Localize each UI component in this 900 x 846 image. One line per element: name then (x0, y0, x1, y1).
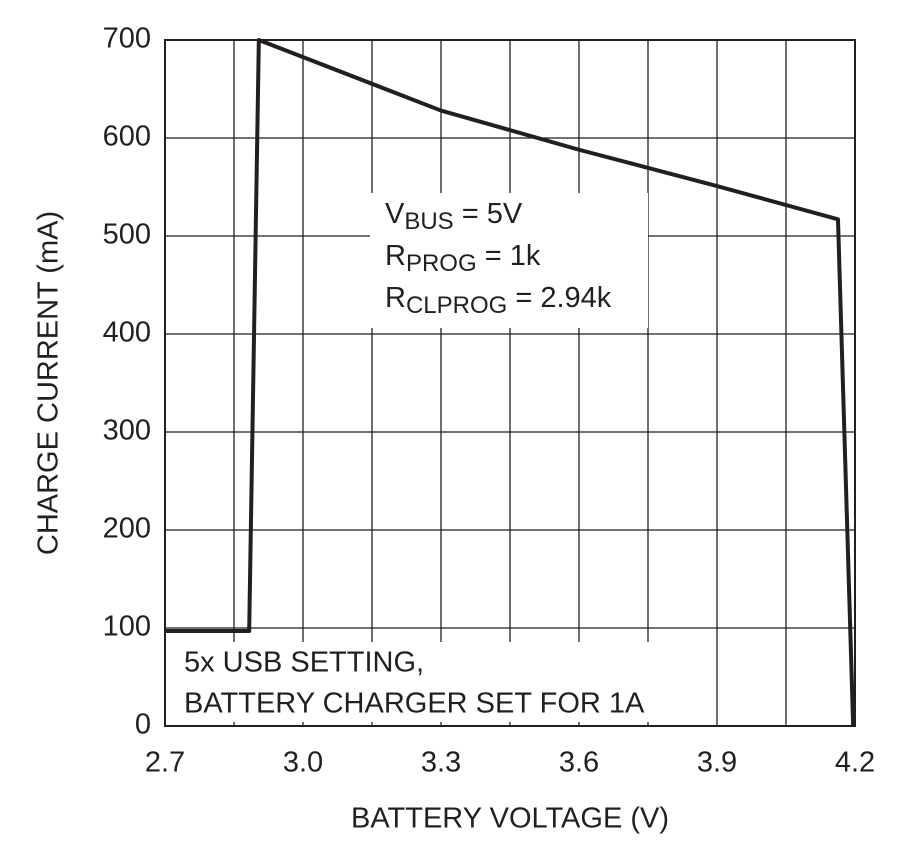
y-tick-label: 400 (103, 317, 151, 349)
x-tick-label: 2.7 (145, 747, 185, 779)
annotation-part: R (385, 282, 406, 314)
annotation: VBUS = 5V (385, 198, 523, 236)
y-tick-label: 600 (103, 121, 151, 153)
annotation-part: = 5V (454, 198, 523, 230)
y-tick-label: 300 (103, 415, 151, 447)
y-tick-label: 200 (103, 513, 151, 545)
x-tick-label: 3.0 (283, 747, 323, 779)
y-tick-label: 700 (103, 23, 151, 55)
plot-frame (164, 39, 856, 727)
annotation-part: CLPROG (406, 292, 507, 319)
annotation-part: = 1k (477, 240, 541, 272)
note: BATTERY CHARGER SET FOR 1A (184, 688, 645, 720)
annotation-background (370, 193, 648, 328)
x-tick-label: 3.6 (559, 747, 599, 779)
y-tick-label: 500 (103, 219, 151, 251)
annotation: RCLPROG = 2.94k (385, 282, 612, 320)
note-background (175, 642, 665, 722)
annotation: RPROG = 1k (385, 240, 541, 278)
annotation-part: V (385, 198, 405, 230)
note: 5x USB SETTING, (184, 647, 424, 679)
x-tick-label: 4.2 (835, 747, 875, 779)
annotation-part: R (385, 240, 406, 272)
data-line (165, 38, 856, 727)
annotation-part: PROG (406, 250, 477, 277)
x-axis-label: BATTERY VOLTAGE (V) (351, 803, 669, 835)
annotation-part: = 2.94k (507, 282, 611, 314)
annotation-part: BUS (404, 208, 453, 235)
x-tick-label: 3.3 (421, 747, 461, 779)
y-axis-label: CHARGE CURRENT (mA) (33, 211, 65, 555)
y-tick-label: 100 (103, 611, 151, 643)
x-tick-label: 3.9 (697, 747, 737, 779)
y-tick-label: 0 (135, 709, 151, 741)
